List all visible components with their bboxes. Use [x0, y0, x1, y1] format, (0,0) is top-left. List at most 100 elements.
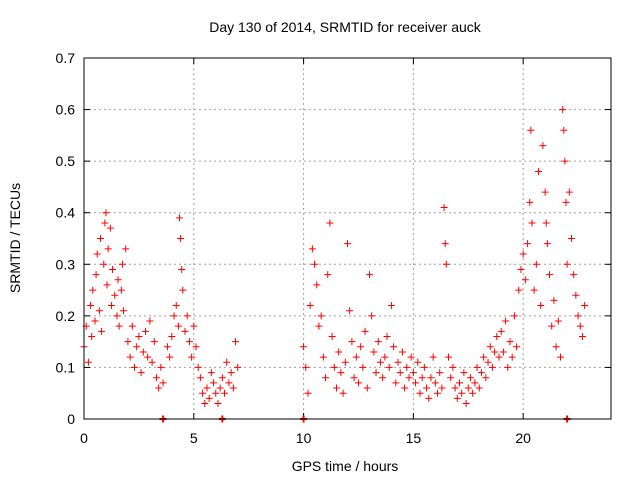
data-point	[346, 307, 354, 315]
data-point	[188, 353, 196, 361]
data-point	[403, 363, 411, 371]
data-point	[379, 374, 387, 382]
data-point	[210, 379, 218, 387]
data-point	[152, 374, 160, 382]
data-point	[319, 353, 327, 361]
data-point	[141, 327, 149, 335]
data-point	[159, 379, 167, 387]
data-point	[227, 369, 235, 377]
data-point	[381, 353, 389, 361]
data-point	[100, 260, 108, 268]
grid-layer	[84, 58, 611, 419]
data-point	[572, 291, 580, 299]
data-point	[560, 126, 568, 134]
data-point	[166, 353, 174, 361]
data-point	[370, 348, 378, 356]
data-point	[205, 394, 213, 402]
data-point	[96, 235, 104, 242]
data-point	[527, 126, 535, 134]
data-point	[192, 343, 200, 351]
data-point	[361, 327, 369, 335]
data-point	[466, 374, 474, 382]
data-point	[497, 327, 505, 335]
data-point	[354, 379, 362, 387]
data-point	[562, 198, 570, 206]
data-point	[107, 302, 115, 310]
data-point	[109, 265, 117, 273]
data-point	[526, 198, 534, 206]
data-point	[170, 312, 178, 320]
data-point	[339, 389, 347, 397]
data-point	[333, 384, 341, 392]
x-tick-label: 5	[190, 430, 198, 446]
data-point	[179, 286, 187, 294]
data-point	[337, 369, 345, 377]
data-point	[102, 209, 110, 217]
x-axis-label: GPS time / hours	[292, 458, 399, 474]
data-point	[88, 332, 96, 340]
data-point	[385, 363, 393, 371]
data-point	[91, 317, 99, 325]
data-point	[513, 343, 521, 351]
data-point	[502, 317, 510, 325]
data-point	[350, 374, 358, 382]
data-point	[499, 348, 507, 356]
data-point	[176, 214, 184, 222]
data-point	[488, 363, 496, 371]
data-point	[223, 358, 231, 366]
data-point	[401, 384, 409, 392]
data-point	[302, 363, 310, 371]
data-point	[144, 353, 152, 361]
data-point	[92, 271, 100, 279]
data-point	[541, 188, 549, 196]
data-point	[398, 348, 406, 356]
data-point	[113, 312, 121, 320]
x-tick-label: 0	[80, 430, 88, 446]
data-point	[98, 327, 106, 335]
chart-title: Day 130 of 2014, SRMTID for receiver auc…	[209, 19, 482, 35]
data-point	[372, 369, 380, 377]
data-point	[133, 343, 141, 351]
data-point	[434, 389, 442, 397]
data-point	[306, 302, 314, 310]
data-point	[120, 307, 128, 315]
x-tick-label: 15	[406, 430, 422, 446]
data-point	[510, 312, 518, 320]
data-point	[530, 286, 538, 294]
y-tick-label: 0.1	[56, 359, 76, 375]
data-point	[128, 322, 136, 330]
data-point	[106, 224, 114, 232]
data-point	[357, 343, 365, 351]
data-point	[214, 400, 222, 408]
data-point	[405, 374, 413, 382]
data-point	[550, 296, 558, 304]
data-point	[561, 157, 569, 165]
data-point	[150, 338, 158, 346]
data-point	[392, 379, 400, 387]
data-point	[216, 384, 224, 392]
data-point	[407, 353, 415, 361]
data-point	[146, 317, 154, 325]
data-point	[563, 260, 571, 268]
data-point	[185, 338, 193, 346]
data-point	[458, 389, 466, 397]
data-point	[124, 338, 132, 346]
data-point	[95, 307, 103, 315]
data-point	[84, 358, 92, 366]
x-tick-label: 10	[296, 430, 312, 446]
data-point	[139, 348, 147, 356]
y-tick-label: 0.2	[56, 308, 76, 324]
data-point	[118, 260, 126, 268]
data-point	[304, 389, 312, 397]
data-point	[528, 219, 536, 227]
data-point	[201, 400, 209, 408]
data-point	[103, 281, 111, 289]
data-point	[445, 353, 453, 361]
data-point	[524, 240, 532, 248]
data-point	[87, 302, 95, 310]
data-point	[324, 271, 332, 279]
data-point	[570, 271, 578, 279]
data-point	[365, 271, 373, 279]
data-point	[576, 322, 584, 330]
data-point	[504, 363, 512, 371]
